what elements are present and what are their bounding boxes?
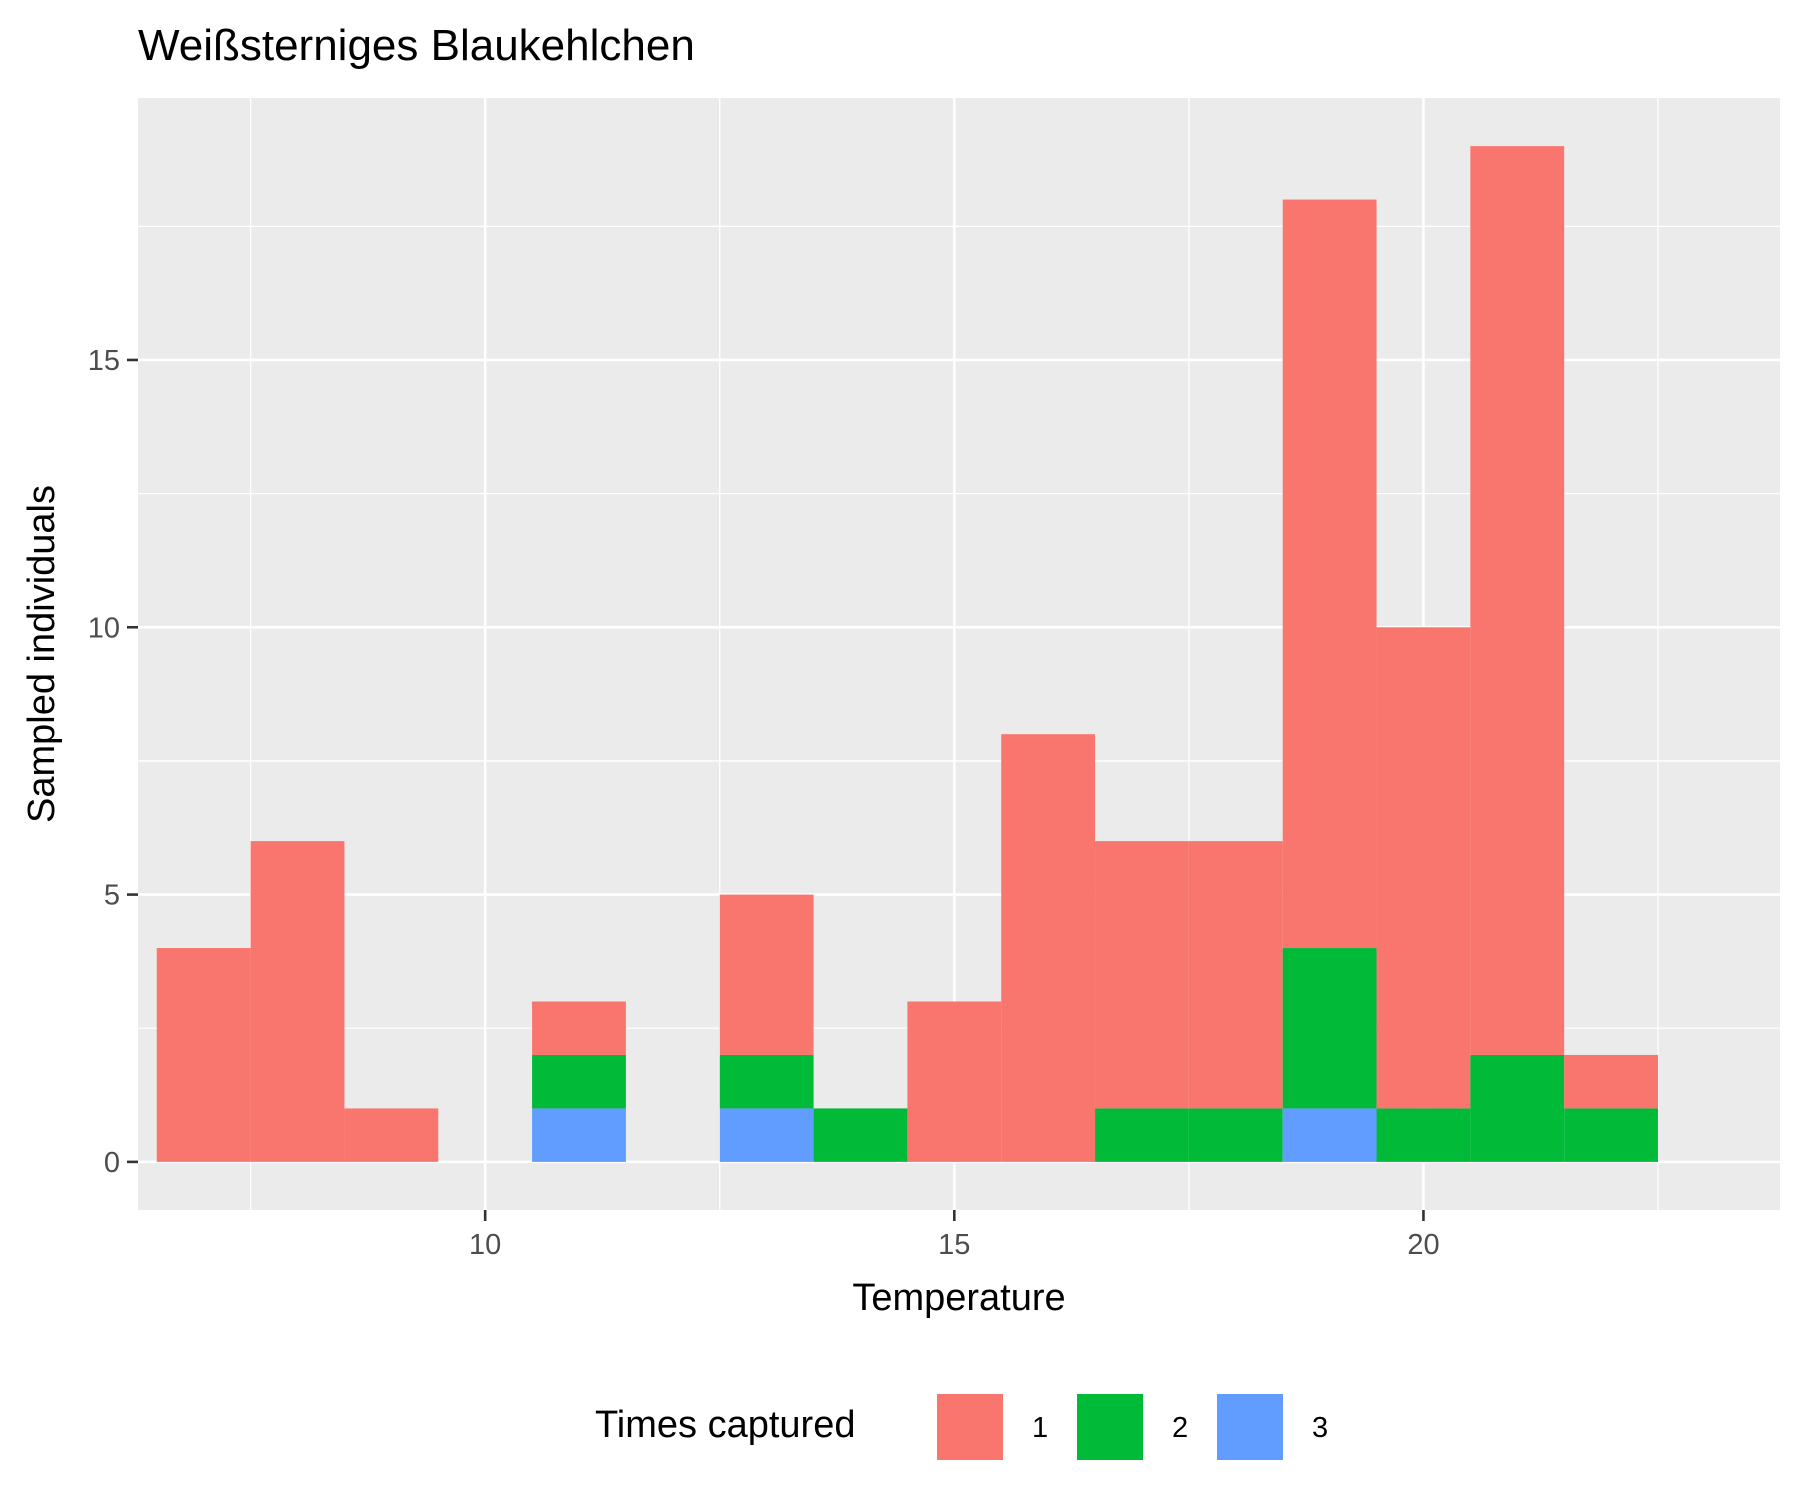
legend-label-1: 1 xyxy=(1032,1412,1048,1444)
chart-title: Weißsterniges Blaukehlchen xyxy=(138,21,695,70)
x-tick-label: 15 xyxy=(938,1229,970,1261)
x-axis: 10 15 20 xyxy=(469,1210,1440,1261)
bar-segment-captured-1 xyxy=(1470,146,1565,1055)
bar-segment-captured-2 xyxy=(1564,1108,1659,1162)
legend-key-2 xyxy=(1075,1392,1145,1462)
legend-title: Times captured xyxy=(595,1404,855,1446)
legend-label-2: 2 xyxy=(1172,1412,1188,1444)
legend-key-3 xyxy=(1215,1392,1285,1462)
bar-segment-captured-3 xyxy=(1282,1108,1377,1162)
bar-segment-captured-1 xyxy=(719,894,814,1055)
bar-segment-captured-3 xyxy=(719,1108,814,1162)
bar-segment-captured-2 xyxy=(1095,1108,1189,1162)
bar-segment-captured-1 xyxy=(907,1001,1002,1162)
bar-segment-captured-1 xyxy=(156,948,251,1162)
bar-segment-captured-1 xyxy=(1282,199,1377,949)
y-tick-label: 0 xyxy=(104,1147,120,1179)
bar-segment-captured-2 xyxy=(532,1054,626,1109)
bar-segment-captured-1 xyxy=(1564,1054,1659,1109)
bar-segment-captured-2 xyxy=(1376,1108,1471,1162)
legend-key-1 xyxy=(935,1392,1005,1462)
bar-segment-captured-2 xyxy=(813,1108,908,1162)
bar-segment-captured-1 xyxy=(1376,627,1471,1109)
x-tick-label: 20 xyxy=(1407,1229,1439,1261)
bar-segment-captured-1 xyxy=(1188,841,1283,1109)
y-axis-title: Sampled individuals xyxy=(21,485,63,823)
x-tick-label: 10 xyxy=(469,1229,501,1261)
y-tick-label: 15 xyxy=(88,345,120,377)
bar-segment-captured-3 xyxy=(532,1108,626,1162)
legend-label-3: 3 xyxy=(1312,1412,1328,1444)
bar-segment-captured-1 xyxy=(532,1001,626,1055)
x-axis-title: Temperature xyxy=(852,1277,1065,1319)
bar-segment-captured-2 xyxy=(1470,1054,1565,1162)
bar-segment-captured-1 xyxy=(250,841,345,1162)
y-axis: 0 5 10 15 xyxy=(88,345,138,1179)
bar-segment-captured-2 xyxy=(719,1054,814,1109)
bar-segment-captured-2 xyxy=(1282,948,1377,1109)
bar-segment-captured-1 xyxy=(1095,841,1189,1109)
legend: Times captured 1 2 3 xyxy=(595,1392,1328,1462)
bars xyxy=(156,146,1659,1162)
bar-segment-captured-2 xyxy=(1188,1108,1283,1162)
y-tick-label: 10 xyxy=(88,612,120,644)
y-tick-label: 5 xyxy=(104,880,120,912)
bar-segment-captured-1 xyxy=(1001,734,1096,1162)
bar-segment-captured-1 xyxy=(344,1108,439,1162)
